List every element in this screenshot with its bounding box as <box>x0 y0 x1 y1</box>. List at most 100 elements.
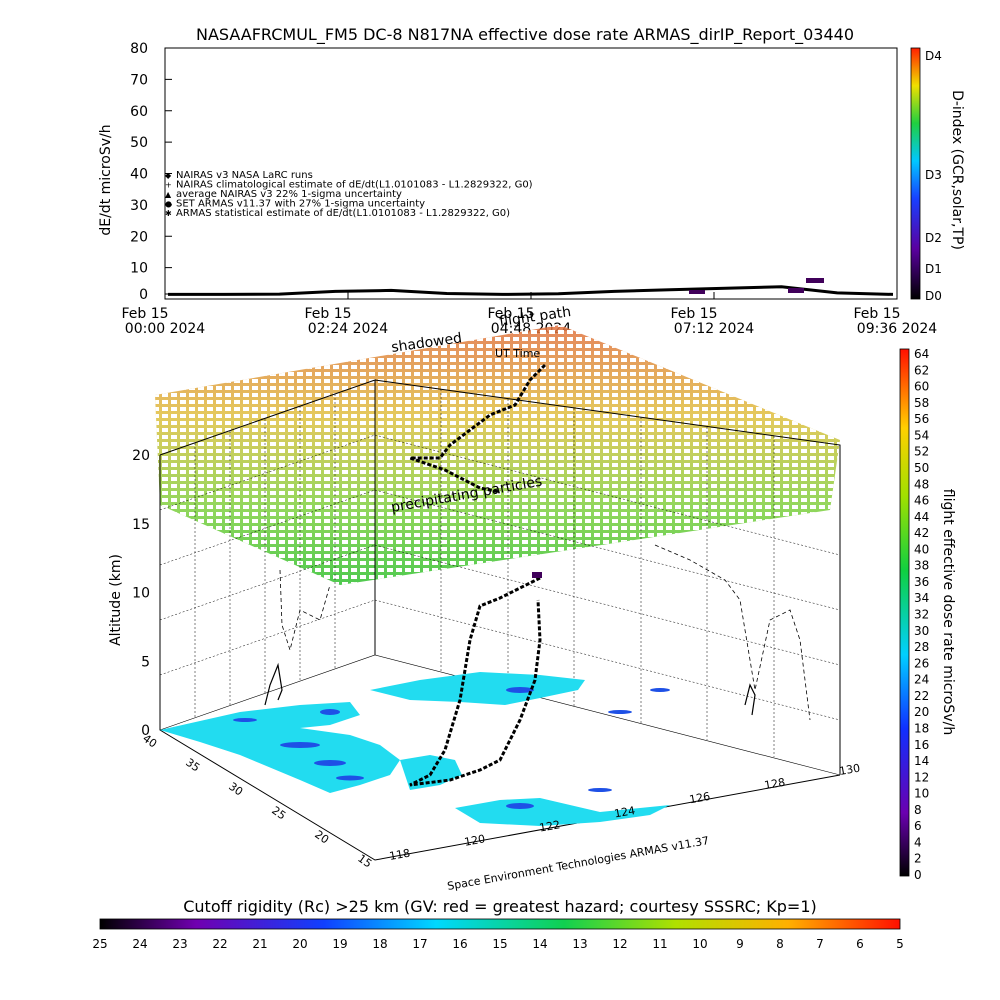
legend-entry: NAIRAS v3 NASA LaRC runs <box>176 170 313 181</box>
latitude-tick-label: 25 <box>269 804 288 823</box>
altitude-axis-label: Altitude (km) <box>108 554 124 646</box>
legend-symbol: ◆ <box>165 171 172 180</box>
track-shadow-right <box>744 683 756 716</box>
blue-patches <box>233 687 670 809</box>
top-y-tick-label: 40 <box>130 167 148 183</box>
rigidity-tick-label: 9 <box>736 937 744 951</box>
d-index-colorbar <box>910 47 921 300</box>
altitude-tick-label: 15 <box>132 517 150 533</box>
top-y-ticks: 0 10 20 30 40 50 60 70 80 <box>130 41 172 303</box>
rigidity-tick-label: 25 <box>92 937 107 951</box>
dose-rate-tick-label: 58 <box>914 396 929 410</box>
dose-rate-tick-label: 8 <box>914 803 922 817</box>
rigidity-tick-label: 15 <box>492 937 507 951</box>
dose-rate-tick-label: 56 <box>914 412 929 426</box>
flight-track-upper <box>409 363 547 494</box>
dose-rate-tick-label: 32 <box>914 608 929 622</box>
top-x-tick-label: 07:12 2024 <box>674 321 755 337</box>
top-x-tick-label: 02:24 2024 <box>308 321 389 337</box>
dose-rate-tick-label: 46 <box>914 494 929 508</box>
legend-symbol: ▲ <box>165 190 172 199</box>
legend-symbol: ✱ <box>165 209 172 218</box>
top-y-tick-label: 0 <box>139 287 148 303</box>
longitude-tick-label: 118 <box>388 847 411 863</box>
d-index-tick-label: D2 <box>925 231 942 245</box>
box-floor-edge <box>159 654 841 776</box>
rigidity-tick-label: 7 <box>816 937 824 951</box>
latitude-tick-label: 30 <box>226 780 245 799</box>
top-y-axis-label: dE/dt microSv/h <box>98 124 114 235</box>
top-x-tick-label: Feb 15 <box>304 306 351 322</box>
rigidity-tick-label: 22 <box>212 937 227 951</box>
rigidity-tick-label: 5 <box>896 937 904 951</box>
top-y-tick-label: 60 <box>130 104 148 120</box>
dose-rate-tick-label: 30 <box>914 624 929 638</box>
longitude-tick-label: 124 <box>613 804 636 820</box>
rigidity-tick-label: 24 <box>132 937 147 951</box>
d-index-tick-label: D3 <box>925 168 942 182</box>
altitude-projection-left <box>279 569 331 652</box>
altitude-tick-label: 20 <box>132 448 150 464</box>
top-x-tick-label: Feb 15 <box>487 306 534 322</box>
d-index-marker <box>689 290 705 294</box>
dose-rate-tick-label: 24 <box>914 673 929 687</box>
altitude-tick-label: 10 <box>132 586 150 602</box>
chart-title: NASAAFRCMUL_FM5 DC-8 N817NA effective do… <box>196 25 854 45</box>
top-y-tick-label: 20 <box>130 229 148 245</box>
top-x-tick-label: Feb 15 <box>121 306 168 322</box>
d-index-ticks: D0 D1 D2 D3 D4 <box>925 49 942 303</box>
rigidity-tick-label: 18 <box>372 937 387 951</box>
dose-rate-tick-label: 2 <box>914 852 922 866</box>
legend-entry: average NAIRAS v3 22% 1-sigma uncertaint… <box>176 189 402 200</box>
land-mass <box>370 672 585 705</box>
dose-rate-tick-label: 54 <box>914 428 929 442</box>
rigidity-tick-label: 8 <box>776 937 784 951</box>
dose-rate-tick-label: 60 <box>914 380 929 394</box>
credit-label: Space Environment Technologies ARMAS v11… <box>446 834 710 893</box>
d-index-marker <box>806 278 824 283</box>
dose-rate-tick-label: 18 <box>914 721 929 735</box>
rigidity-tick-label: 12 <box>612 937 627 951</box>
dose-rate-tick-label: 40 <box>914 542 929 556</box>
longitude-tick-label: 126 <box>688 790 711 806</box>
d-index-tick-label: D0 <box>925 289 942 303</box>
rigidity-tick-label: 16 <box>452 937 467 951</box>
dose-rate-tick-label: 16 <box>914 738 929 752</box>
legend-entry: SET ARMAS v11.37 with 27% 1-sigma uncert… <box>176 199 425 210</box>
rigidity-tick-label: 21 <box>252 937 267 951</box>
top-x-tick-label: Feb 15 <box>670 306 717 322</box>
land-mass <box>160 702 400 793</box>
latitude-tick-label: 35 <box>183 756 202 775</box>
dose-rate-tick-label: 4 <box>914 835 922 849</box>
dose-rate-colorbar-ticks: 0246810121416182022242628303234363840424… <box>914 347 929 882</box>
top-legend: ◆ NAIRAS v3 NASA LaRC runs + NAIRAS climato… <box>165 170 533 219</box>
altitude-tick-label: 0 <box>141 723 150 739</box>
dose-rate-colorbar <box>899 348 910 877</box>
flight-track-lower <box>409 576 542 787</box>
legend-entry: NAIRAS climatological estimate of dE/dt(… <box>176 180 533 191</box>
map-3d-scene <box>155 325 841 861</box>
dose-rate-tick-label: 26 <box>914 656 929 670</box>
top-y-tick-label: 50 <box>130 135 148 151</box>
bottom-colorbar-title: Cutoff rigidity (Rc) >25 km (GV: red = g… <box>183 897 817 916</box>
latitude-tick-label: 15 <box>355 852 374 871</box>
longitude-tick-label: 122 <box>538 818 561 834</box>
dose-rate-tick-label: 48 <box>914 477 929 491</box>
track-shadow-left <box>264 662 283 706</box>
legend-entry: ARMAS statistical estimate of dE/dt(L1.0… <box>176 208 510 219</box>
longitude-tick-label: 120 <box>463 832 486 848</box>
longitude-ticks: 118 120 122 124 126 128 130 <box>388 762 861 863</box>
dose-rate-tick-label: 50 <box>914 461 929 475</box>
top-y-tick-label: 80 <box>130 41 148 57</box>
d-index-tick-label: D4 <box>925 49 942 63</box>
land-mass <box>455 798 670 826</box>
rigidity-tick-label: 20 <box>292 937 307 951</box>
dose-rate-tick-label: 62 <box>914 363 929 377</box>
top-y-tick-label: 70 <box>130 72 148 88</box>
d-index-tick-label: D1 <box>925 262 942 276</box>
top-x-tick-label: 09:36 2024 <box>857 321 938 337</box>
dose-rate-tick-label: 10 <box>914 787 929 801</box>
rigidity-tick-label: 23 <box>172 937 187 951</box>
